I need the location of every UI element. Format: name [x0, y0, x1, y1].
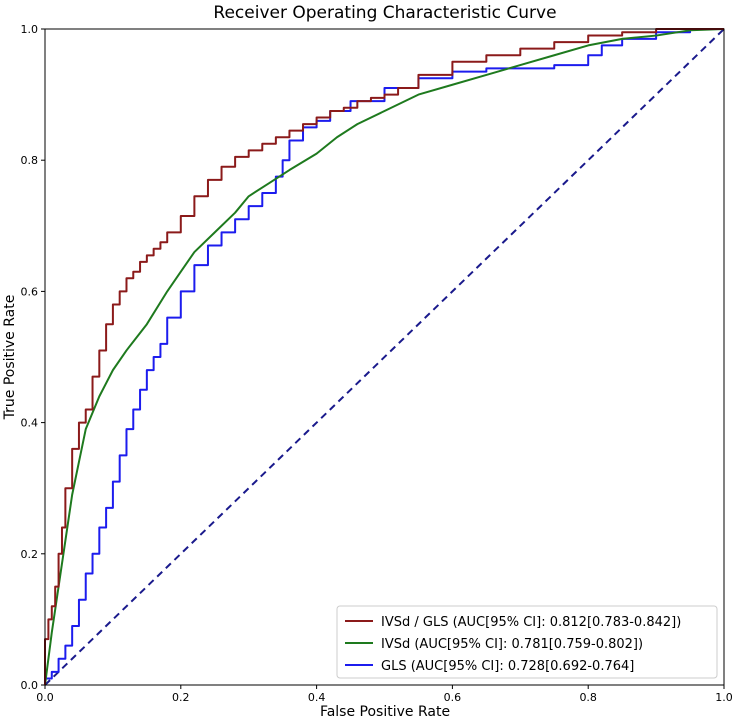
- y-tick-label: 0.6: [21, 285, 39, 298]
- legend-entry-2: GLS (AUC[95% CI]: 0.728[0.692-0.764]: [381, 659, 634, 674]
- x-tick-label: 0.4: [308, 691, 326, 704]
- y-tick-label: 0.8: [21, 154, 39, 167]
- legend-box: [336, 605, 718, 679]
- x-tick-label: 1.0: [715, 691, 733, 704]
- plot-area-frame: [44, 28, 725, 686]
- legend: IVSd / GLS (AUC[95% CI]: 0.812[0.783-0.8…: [336, 605, 718, 679]
- x-tick-label: 0.2: [172, 691, 190, 704]
- y-tick-label: 0.4: [21, 417, 39, 430]
- roc-series-line-0: [44, 28, 724, 685]
- y-tick-label: 0.0: [21, 679, 39, 692]
- x-tick-label: 0.8: [579, 691, 597, 704]
- x-axis-label: False Positive Rate: [320, 704, 450, 720]
- legend-entry-1: IVSd (AUC[95% CI]: 0.781[0.759-0.802]): [381, 637, 643, 652]
- chart-title: Receiver Operating Characteristic Curve: [213, 3, 556, 23]
- chance-reference-line: [44, 28, 725, 686]
- x-tick-label: 0.6: [444, 691, 462, 704]
- y-tick-label: 1.0: [21, 23, 39, 36]
- x-tick-label: 0.0: [36, 691, 54, 704]
- roc-series-line-1: [44, 28, 725, 686]
- roc-series-line-2: [44, 28, 724, 685]
- y-axis-label: True Positive Rate: [2, 295, 18, 421]
- y-tick-label: 0.2: [21, 548, 39, 561]
- legend-entry-0: IVSd / GLS (AUC[95% CI]: 0.812[0.783-0.8…: [381, 615, 681, 630]
